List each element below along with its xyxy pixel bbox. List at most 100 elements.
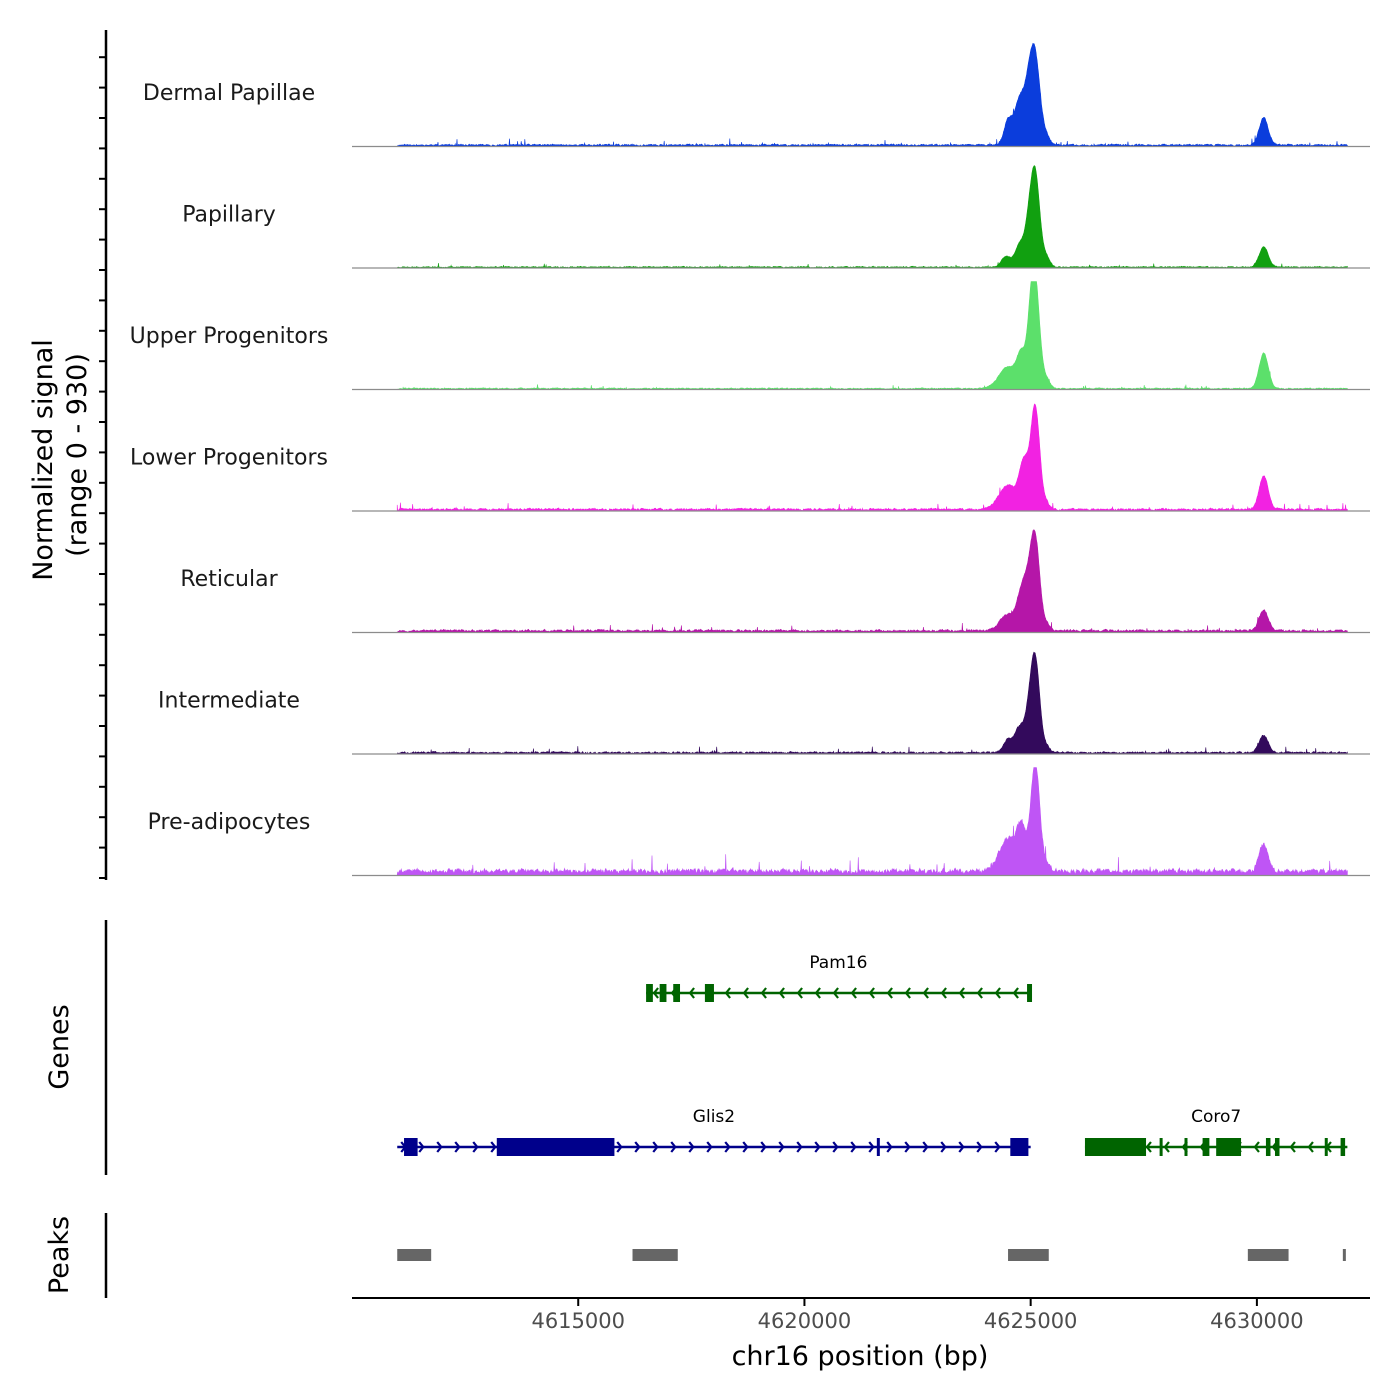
track-label: Lower Progenitors xyxy=(130,446,328,471)
exon xyxy=(496,1138,615,1156)
strand-arrow xyxy=(904,1141,911,1153)
exon xyxy=(1324,1138,1328,1156)
strand-arrow xyxy=(436,1141,443,1153)
track-signal-area xyxy=(396,165,1348,269)
strand-arrow xyxy=(940,987,947,999)
exon xyxy=(646,984,653,1002)
track: Lower Progenitors xyxy=(130,403,1370,512)
strand-arrow xyxy=(886,1141,893,1153)
called-peak xyxy=(1008,1249,1049,1261)
signal-tracks: Dermal Papillae Papillary Upper Progenitor… xyxy=(130,42,1370,877)
strand-arrow xyxy=(850,987,857,999)
strand-arrow xyxy=(832,1141,839,1153)
exon xyxy=(1027,984,1033,1002)
strand-arrow xyxy=(958,987,965,999)
strand-arrow xyxy=(796,987,803,999)
track-label: Reticular xyxy=(180,567,278,592)
exon xyxy=(404,1138,418,1156)
track-label: Papillary xyxy=(182,203,276,228)
track-signal-area xyxy=(396,281,1348,390)
exon xyxy=(1184,1138,1188,1156)
gene: Coro7 xyxy=(1084,1107,1348,1156)
track-signal-area xyxy=(396,403,1348,512)
strand-arrow xyxy=(724,987,731,999)
strand-arrow xyxy=(976,1141,983,1153)
track: Papillary xyxy=(182,165,1370,269)
strand-arrow xyxy=(472,1141,479,1153)
exon xyxy=(704,984,714,1002)
exon xyxy=(1084,1138,1147,1156)
strand-arrow xyxy=(1163,1141,1170,1153)
called-peak xyxy=(632,1249,678,1261)
x-axis-title: chr16 position (bp) xyxy=(732,1341,989,1372)
strand-arrow xyxy=(814,987,821,999)
track-signal-area xyxy=(396,42,1348,147)
called-peak xyxy=(397,1249,432,1261)
strand-arrow xyxy=(1307,1141,1314,1153)
strand-arrow xyxy=(904,987,911,999)
x-tick-label: 4625000 xyxy=(984,1309,1078,1333)
track: Intermediate xyxy=(158,651,1370,755)
track-signal-area xyxy=(396,651,1348,755)
strand-arrow xyxy=(652,1141,659,1153)
gene: Glis2 xyxy=(397,1107,1031,1156)
peak-panel xyxy=(397,1249,1346,1261)
track: Upper Progenitors xyxy=(130,281,1370,391)
called-peak xyxy=(1342,1249,1346,1261)
track-label: Pre-adipocytes xyxy=(148,810,311,835)
strand-arrow xyxy=(688,987,695,999)
exon xyxy=(1159,1138,1163,1156)
strand-arrow xyxy=(1012,987,1019,999)
strand-arrow xyxy=(778,987,785,999)
track: Dermal Papillae xyxy=(143,42,1370,148)
x-tick-label: 4630000 xyxy=(1210,1309,1304,1333)
peaks-panel-title: Peaks xyxy=(44,1216,75,1294)
strand-arrow xyxy=(832,987,839,999)
strand-arrow xyxy=(994,987,1001,999)
called-peak xyxy=(1247,1249,1289,1261)
strand-arrow xyxy=(760,1141,767,1153)
strand-arrow xyxy=(814,1141,821,1153)
gene-name: Pam16 xyxy=(809,953,867,973)
track-label: Upper Progenitors xyxy=(130,324,329,349)
track: Pre-adipocytes xyxy=(148,767,1370,877)
strand-arrow xyxy=(868,987,875,999)
gene-name: Coro7 xyxy=(1191,1107,1241,1127)
strand-arrow xyxy=(634,1141,641,1153)
exon xyxy=(876,1138,880,1156)
strand-arrow xyxy=(688,1141,695,1153)
strand-arrow xyxy=(490,1141,497,1153)
strand-arrow xyxy=(706,1141,713,1153)
strand-arrow xyxy=(724,1141,731,1153)
strand-arrow xyxy=(652,987,659,999)
strand-arrow xyxy=(976,987,983,999)
exon xyxy=(1010,1138,1029,1156)
strand-arrow xyxy=(868,1141,875,1153)
strand-arrow xyxy=(778,1141,785,1153)
strand-arrow xyxy=(1253,1141,1260,1153)
exon xyxy=(659,984,667,1002)
exon xyxy=(1202,1138,1210,1156)
strand-arrow xyxy=(922,987,929,999)
signal-y-axis-ticks xyxy=(99,56,106,879)
exon xyxy=(1265,1138,1271,1156)
y-axis-title-line1: Normalized signal xyxy=(28,339,59,581)
strand-arrow xyxy=(418,1141,425,1153)
track-signal-area xyxy=(396,529,1348,633)
genes-panel-title: Genes xyxy=(44,1004,75,1089)
strand-arrow xyxy=(886,987,893,999)
strand-arrow xyxy=(940,1141,947,1153)
exon xyxy=(1340,1138,1346,1156)
strand-arrow xyxy=(922,1141,929,1153)
strand-arrow xyxy=(742,987,749,999)
strand-arrow xyxy=(1145,1141,1152,1153)
strand-arrow xyxy=(742,1141,749,1153)
exon xyxy=(1274,1138,1280,1156)
track: Reticular xyxy=(180,529,1370,634)
strand-arrow xyxy=(1289,1141,1296,1153)
exon xyxy=(673,984,681,1002)
gene-annotation-panel: Pam16 Glis2 Coro7 xyxy=(397,953,1348,1156)
strand-arrow xyxy=(994,1141,1001,1153)
y-axis-title-line2: (range 0 - 930) xyxy=(62,353,93,557)
